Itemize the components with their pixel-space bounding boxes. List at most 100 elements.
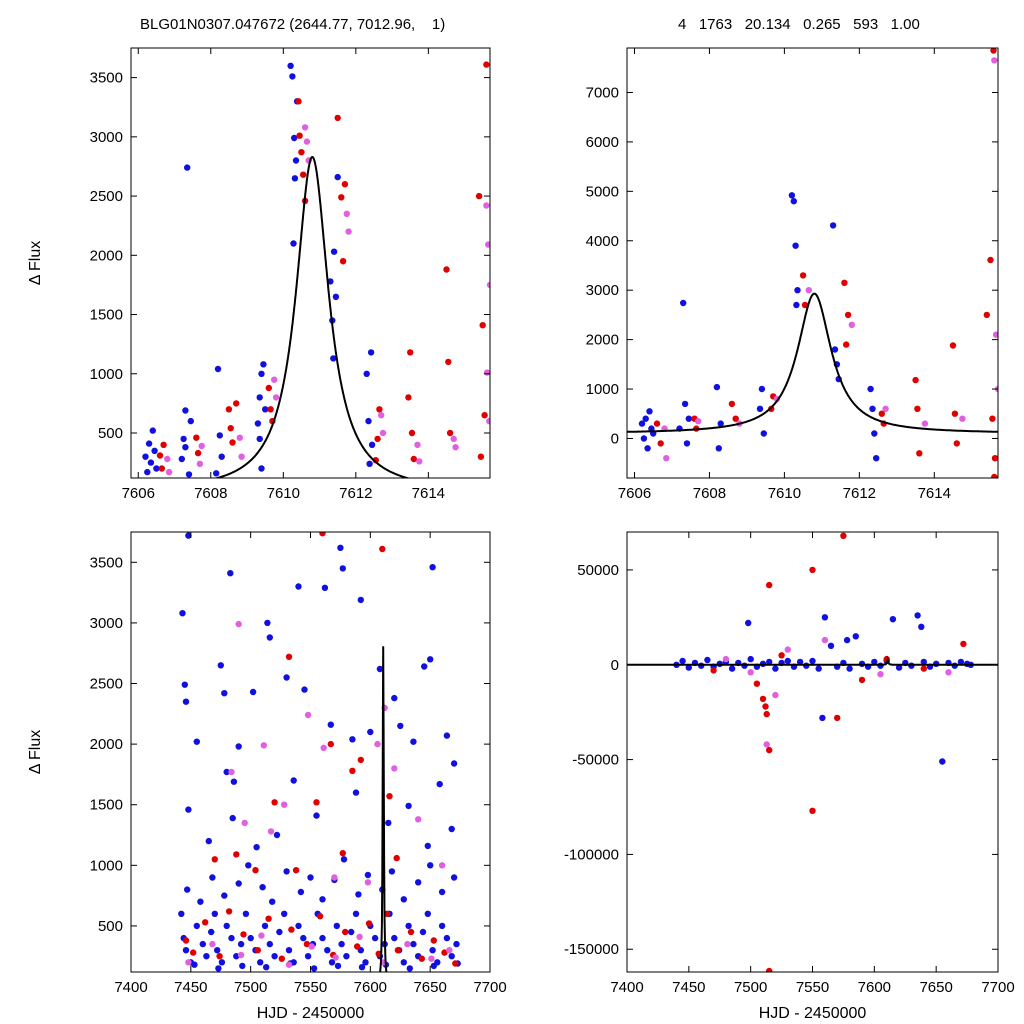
data-point-blue	[184, 886, 191, 893]
data-point-blue	[147, 459, 155, 466]
data-point-blue	[772, 665, 779, 672]
data-point-blue	[424, 842, 431, 850]
data-point-blue	[728, 665, 736, 672]
model-curve	[627, 655, 998, 666]
data-point-red	[479, 322, 486, 329]
data-point-blue	[319, 934, 326, 942]
data-point-blue	[242, 910, 250, 917]
data-point-blue	[368, 441, 376, 448]
data-point-red	[916, 450, 923, 457]
y-tick-label: 3500	[90, 554, 123, 571]
data-point-blue	[385, 819, 392, 827]
data-point-blue	[391, 694, 398, 702]
data-point-blue	[790, 198, 797, 205]
data-point-violet	[343, 210, 350, 217]
data-point-violet	[416, 458, 423, 465]
data-point-blue	[310, 965, 318, 972]
data-point-red	[393, 854, 400, 862]
data-point-red	[408, 429, 416, 437]
data-point-violet	[438, 862, 446, 869]
data-point-red	[298, 149, 305, 156]
data-point-blue	[145, 440, 153, 447]
data-point-blue	[276, 928, 283, 936]
data-point-violet	[414, 441, 421, 448]
data-point-blue	[184, 164, 191, 171]
data-point-violet	[165, 468, 173, 476]
data-point-red	[445, 358, 452, 366]
data-point-blue	[239, 962, 246, 970]
points-season-linear	[178, 532, 461, 972]
data-point-blue	[745, 619, 752, 627]
data-point-red	[267, 406, 274, 413]
data-point-blue	[151, 447, 158, 454]
data-point-blue	[330, 248, 338, 255]
y-tick-label: 3000	[90, 129, 123, 146]
data-point-blue	[262, 406, 269, 413]
data-point-blue	[245, 862, 252, 869]
data-point-red	[225, 908, 233, 915]
data-point-blue	[214, 947, 221, 954]
points-zoom-full	[627, 48, 998, 478]
data-point-red	[227, 425, 234, 432]
data-point-violet	[404, 940, 411, 948]
data-point-blue	[364, 871, 372, 879]
data-point-red	[483, 61, 490, 68]
data-point-red	[374, 435, 381, 443]
data-point-red	[339, 850, 346, 857]
data-point-blue	[182, 698, 190, 705]
data-point-violet	[483, 202, 490, 209]
data-point-blue	[867, 385, 874, 393]
data-point-violet	[486, 417, 490, 425]
data-point-blue	[291, 175, 299, 182]
y-tick-label: 1500	[90, 797, 123, 814]
data-point-violet	[452, 444, 459, 451]
data-point-blue	[717, 420, 724, 427]
panel-season-full: 7400 7450 7500 7550 7600 7650 7700 -150000 -1000…	[564, 531, 1015, 1022]
data-point-violet	[260, 742, 267, 749]
data-point-blue	[400, 959, 407, 966]
data-point-blue	[221, 690, 228, 697]
data-point-blue	[443, 934, 451, 942]
data-point-blue	[920, 658, 927, 666]
x-axis-label: HJD - 2450000	[257, 1005, 365, 1022]
data-point-blue	[358, 964, 366, 971]
data-point-violet	[821, 636, 829, 644]
data-point-blue	[327, 721, 334, 728]
data-point-red	[753, 680, 761, 687]
data-point-blue	[187, 417, 194, 425]
data-point-violet	[772, 691, 779, 699]
data-point-red	[357, 756, 364, 764]
x-tick-label: 7612	[339, 485, 372, 502]
data-point-blue	[419, 928, 427, 936]
data-point-violet	[235, 620, 242, 628]
data-point-violet	[722, 655, 730, 663]
data-point-blue	[338, 940, 345, 948]
data-point-blue	[223, 768, 230, 776]
data-point-blue	[642, 415, 649, 422]
data-point-blue	[324, 947, 331, 954]
data-point-red	[878, 410, 885, 417]
data-point-blue	[273, 831, 281, 839]
data-point-blue	[281, 910, 288, 917]
data-point-blue	[809, 657, 816, 665]
y-tick-label: 2000	[90, 247, 123, 264]
data-point-blue	[362, 959, 369, 966]
data-point-blue	[680, 299, 687, 307]
data-point-violet	[945, 669, 952, 676]
data-point-blue	[376, 665, 384, 673]
x-tick-label: 7700	[473, 979, 506, 996]
x-tick-label: 7606	[122, 485, 155, 502]
data-point-red	[288, 926, 295, 933]
data-point-blue	[355, 891, 362, 898]
data-point-blue	[185, 532, 192, 539]
data-point-blue	[794, 287, 801, 294]
plot-frame	[626, 531, 999, 973]
y-axis-label: Δ Flux	[27, 241, 44, 285]
y-tick-label: -50000	[572, 752, 619, 769]
data-point-blue	[436, 780, 443, 788]
data-point-violet	[450, 435, 457, 443]
data-point-blue	[180, 435, 187, 443]
data-point-blue	[209, 874, 216, 881]
data-point-red	[989, 415, 996, 422]
data-point-violet	[486, 281, 490, 289]
